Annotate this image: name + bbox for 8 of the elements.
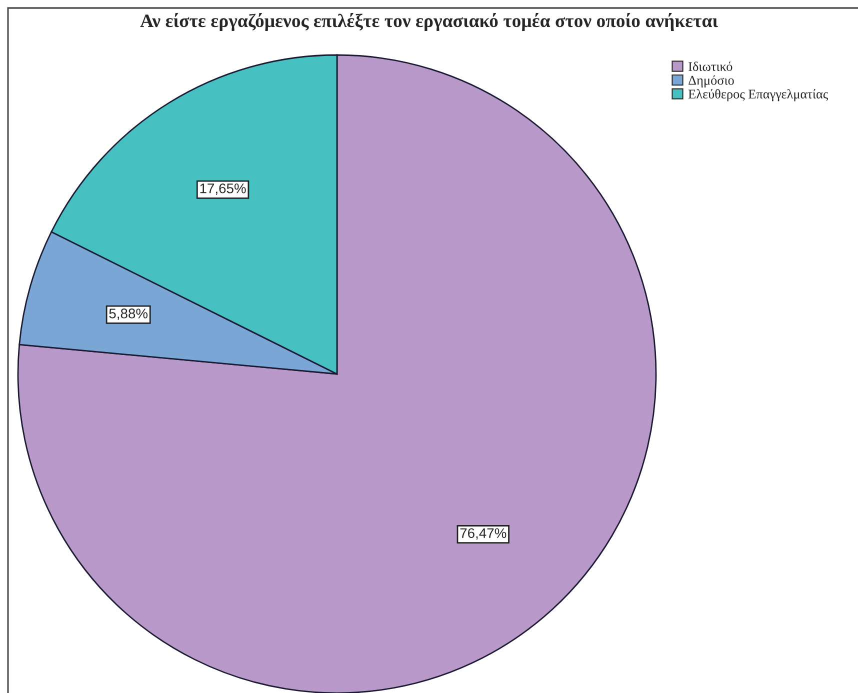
data-label: 76,47% (460, 528, 506, 540)
pie-slice (17, 54, 657, 693)
data-label: 17,65% (200, 183, 246, 195)
chart-title: Αν είστε εργαζόμενος επιλέξτε τον εργασιακό τομέα στον οποίο ανήκεται (140, 13, 718, 31)
data-label: 5,88% (109, 308, 148, 320)
legend-label: Ελεύθερος Επαγγελματίας (688, 89, 828, 102)
legend-label: Ιδιωτικό (688, 62, 732, 71)
legend-label: Δημόσιο (688, 75, 734, 88)
